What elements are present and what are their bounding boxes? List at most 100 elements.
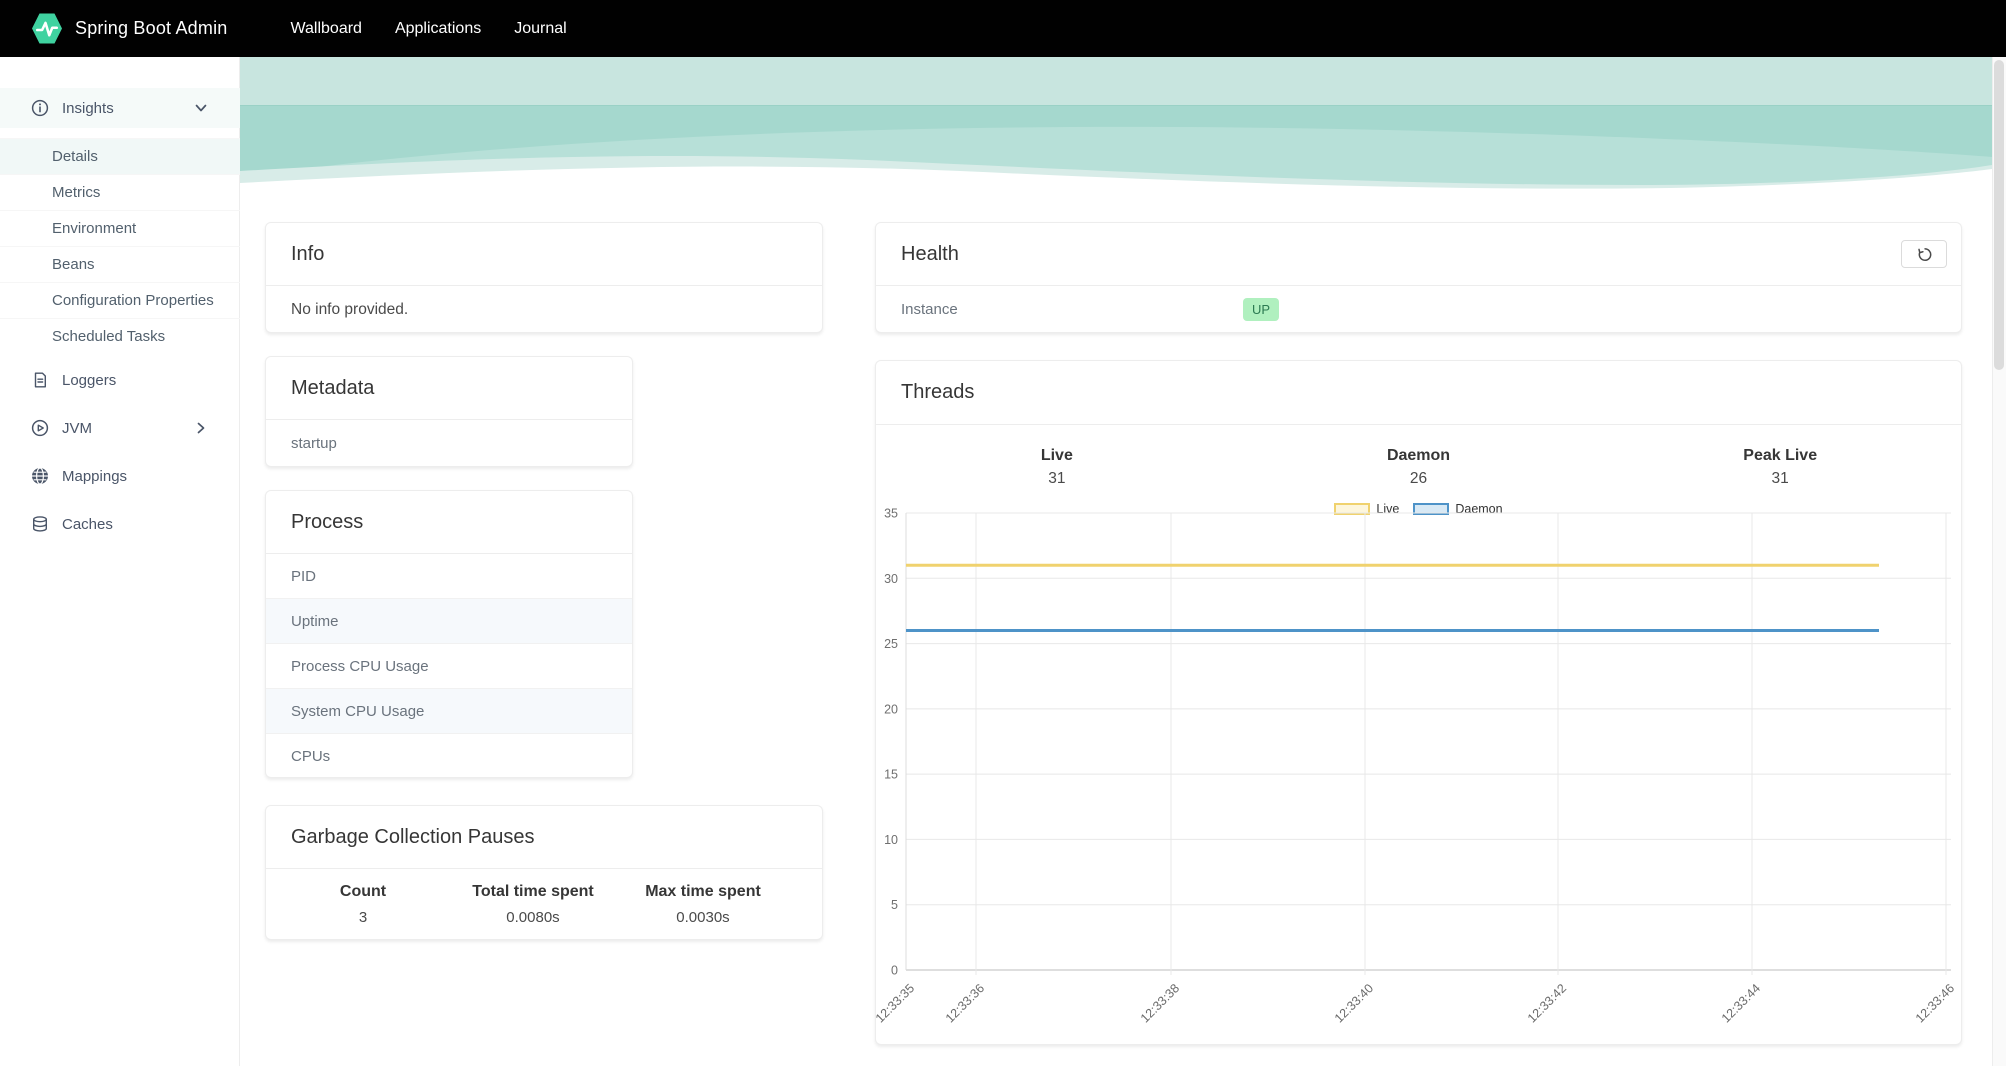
sidebar-item-details[interactable]: Details [0, 138, 240, 174]
svg-text:12:33:36: 12:33:36 [943, 981, 987, 1025]
table-row: System CPU Usage [266, 689, 632, 734]
gc-column-header: Count [339, 883, 387, 900]
process-metric-label: Uptime [291, 612, 339, 630]
table-row: PID [266, 554, 632, 599]
svg-text:0: 0 [891, 964, 898, 978]
process-card-header: Process [266, 491, 632, 554]
database-icon [31, 515, 49, 533]
table-row: CPUs [266, 734, 632, 778]
sidebar-item-insights[interactable]: Insights [0, 88, 240, 128]
svg-text:25: 25 [884, 637, 898, 651]
play-circle-icon [31, 419, 49, 437]
gc-column-header: Total time spent [472, 883, 594, 900]
status-badge: UP [1243, 298, 1280, 321]
stat-live: Live 31 [876, 445, 1238, 491]
card-title: Info [291, 242, 325, 265]
table-row: Uptime [266, 599, 632, 644]
sidebar-item-configuration-properties[interactable]: Configuration Properties [0, 282, 240, 318]
gc-column-value: 0.0030s [676, 909, 730, 926]
sidebar-item-beans[interactable]: Beans [0, 246, 240, 282]
svg-text:35: 35 [884, 507, 898, 521]
svg-text:20: 20 [884, 702, 898, 716]
svg-text:15: 15 [884, 768, 898, 782]
sidebar-item-scheduled-tasks[interactable]: Scheduled Tasks [0, 318, 240, 354]
card-title: Threads [901, 381, 975, 403]
stat-peak-live: Peak Live 31 [1599, 445, 1961, 491]
card-title: Metadata [291, 376, 375, 399]
file-icon [31, 371, 49, 389]
sidebar-item-jvm[interactable]: JVM [0, 408, 240, 448]
sidebar-item-label: Details [52, 148, 98, 165]
health-card: Health Instance UP [875, 222, 1962, 333]
gc-column-header: Max time spent [645, 883, 761, 900]
stat-label: Peak Live [1743, 447, 1818, 464]
sidebar-item-mappings[interactable]: Mappings [0, 456, 240, 496]
gc-column: Max time spent 0.0030s [618, 879, 788, 931]
wave-decoration [240, 57, 1992, 200]
stat-value: 26 [1409, 470, 1428, 487]
nav-link-wallboard[interactable]: Wallboard [290, 19, 362, 37]
gc-card-header: Garbage Collection Pauses [266, 806, 822, 869]
legend-swatch-daemon [1413, 503, 1450, 515]
sidebar-item-label: Configuration Properties [52, 292, 214, 309]
gc-column: Total time spent 0.0080s [448, 879, 618, 931]
history-icon [1917, 247, 1931, 261]
table-row: startup [266, 420, 632, 467]
metadata-card: Metadata startup [265, 356, 633, 467]
scrollbar-thumb[interactable] [1994, 60, 2004, 370]
process-metric-label: PID [291, 567, 317, 585]
gc-column-value: 0.0080s [506, 909, 560, 926]
svg-text:12:33:38: 12:33:38 [1138, 981, 1182, 1025]
process-metric-label: Process CPU Usage [291, 657, 429, 675]
table-row: Instance UP [876, 286, 1961, 333]
sidebar-item-label: Insights [62, 99, 114, 117]
process-metric-label: System CPU Usage [291, 702, 425, 720]
svg-text:10: 10 [884, 833, 898, 847]
health-history-button[interactable] [1901, 240, 1947, 268]
sidebar-item-label: Scheduled Tasks [52, 328, 166, 345]
sidebar-item-metrics[interactable]: Metrics [0, 174, 240, 210]
info-circle-icon [31, 99, 49, 117]
svg-text:12:33:35: 12:33:35 [873, 981, 917, 1025]
card-title: Garbage Collection Pauses [291, 825, 535, 848]
health-row-label: Instance [901, 301, 958, 318]
sidebar-item-label: Loggers [62, 371, 117, 389]
sidebar-item-label: Mappings [62, 467, 128, 485]
info-card: Info No info provided. [265, 222, 823, 333]
metadata-key: startup [291, 435, 337, 452]
info-card-header: Info [266, 223, 822, 286]
nav-link-applications[interactable]: Applications [394, 19, 482, 37]
table-row: Process CPU Usage [266, 644, 632, 689]
threads-chart: 0 5 10 15 20 25 30 35 12:33:35 12:33:36 12:33:38 12… [873, 506, 1963, 1046]
threads-card-header: Threads [876, 361, 1961, 425]
chevron-down-icon [195, 102, 207, 114]
sidebar-item-label: Beans [52, 256, 95, 273]
stat-label: Daemon [1386, 447, 1451, 464]
svg-text:5: 5 [891, 898, 898, 912]
gc-column-value: 3 [358, 909, 368, 926]
brand[interactable]: Spring Boot Admin [32, 12, 228, 45]
sidebar-item-label: Environment [52, 220, 137, 237]
nav-link-journal[interactable]: Journal [514, 19, 567, 37]
card-title: Health [901, 242, 959, 265]
legend-swatch-live [1334, 503, 1371, 515]
gc-column: Count 3 [278, 879, 448, 931]
svg-text:12:33:46: 12:33:46 [1913, 981, 1957, 1025]
metadata-card-header: Metadata [266, 357, 632, 420]
sidebar-item-environment[interactable]: Environment [0, 210, 240, 246]
sidebar-item-label: Metrics [52, 184, 101, 201]
stat-value: 31 [1048, 470, 1066, 487]
sidebar-item-label: Caches [62, 515, 113, 533]
sidebar-item-caches[interactable]: Caches [0, 504, 240, 544]
top-navbar: Spring Boot Admin Wallboard Applications… [0, 0, 2006, 57]
sidebar-item-loggers[interactable]: Loggers [0, 360, 240, 400]
gc-pauses-card: Garbage Collection Pauses Count 3 Total … [265, 805, 823, 940]
globe-icon [31, 467, 49, 485]
process-card: Process PID Uptime Process CPU Usage Sys… [265, 490, 633, 778]
svg-text:12:33:44: 12:33:44 [1719, 981, 1763, 1025]
sidebar: Insights Details Metrics Environment Bea… [0, 57, 240, 1066]
threads-card: Threads Live 31 Daemon 26 Peak Live 31 L… [873, 360, 1963, 1046]
brand-title: Spring Boot Admin [75, 18, 228, 38]
sidebar-item-label: JVM [62, 419, 92, 437]
